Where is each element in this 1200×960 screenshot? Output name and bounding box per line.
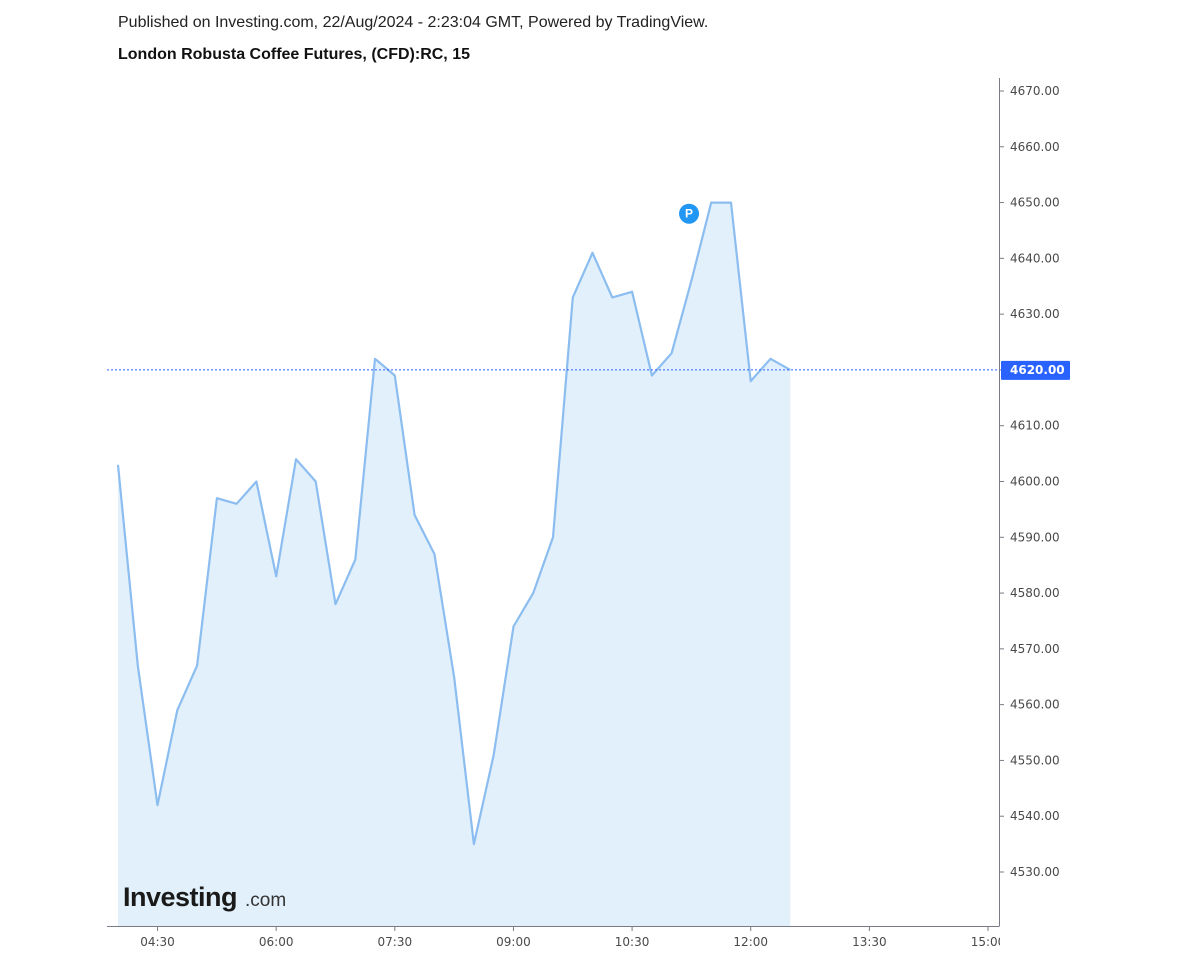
p-marker[interactable]: P	[679, 203, 700, 224]
p-marker-label: P	[685, 207, 693, 221]
y-tick-label: 4640.00	[1010, 251, 1060, 265]
last-price-tag	[1001, 360, 1070, 380]
x-tick-label: 09:00	[496, 935, 531, 949]
x-tick-label: 15:00	[971, 935, 1006, 949]
x-tick-label: 10:30	[615, 935, 650, 949]
y-tick-label: 4570.00	[1010, 642, 1060, 656]
y-tick-label: 4580.00	[1010, 586, 1060, 600]
area-layer	[116, 201, 791, 927]
y-tick-label: 4590.00	[1010, 530, 1060, 544]
y-tick-label: 4610.00	[1010, 419, 1060, 433]
y-tick-label: 4670.00	[1010, 84, 1060, 98]
y-tick-label: 4530.00	[1010, 865, 1060, 879]
publish-info: Published on Investing.com, 22/Aug/2024 …	[118, 14, 709, 31]
y-tick-label: 4560.00	[1010, 698, 1060, 712]
x-tick-label: 04:30	[140, 935, 175, 949]
y-tick-label: 4650.00	[1010, 196, 1060, 210]
p-marker-circle	[679, 203, 700, 224]
x-tick-label: 13:30	[852, 935, 887, 949]
x-tick-label: 07:30	[378, 935, 413, 949]
investing-logo: Investing .com	[123, 882, 286, 912]
area-fill	[118, 202, 791, 927]
price-line	[116, 201, 791, 846]
x-tick-label: 06:00	[259, 935, 294, 949]
axes-layer: 4670.00 4660.00 4650.00 4640.00 4630.00 4610.…	[107, 78, 1070, 949]
x-tick-group: 04:30 06:00 07:30 09:00 10:30 12:00 13:30 15:00	[140, 926, 1006, 949]
x-tick-label: 12:00	[733, 935, 768, 949]
y-tick-label: 4600.00	[1010, 475, 1060, 489]
logo-suffix-text: .com	[245, 890, 286, 911]
chart-title: London Robusta Coffee Futures, (CFD):RC,…	[118, 46, 470, 63]
y-tick-label: 4660.00	[1010, 140, 1060, 154]
y-tick-label: 4540.00	[1010, 809, 1060, 823]
last-price-label: 4620.00	[1010, 363, 1065, 377]
y-tick-label: 4630.00	[1010, 307, 1060, 321]
y-tick-label: 4550.00	[1010, 753, 1060, 767]
logo-main-text: Investing	[123, 882, 237, 912]
